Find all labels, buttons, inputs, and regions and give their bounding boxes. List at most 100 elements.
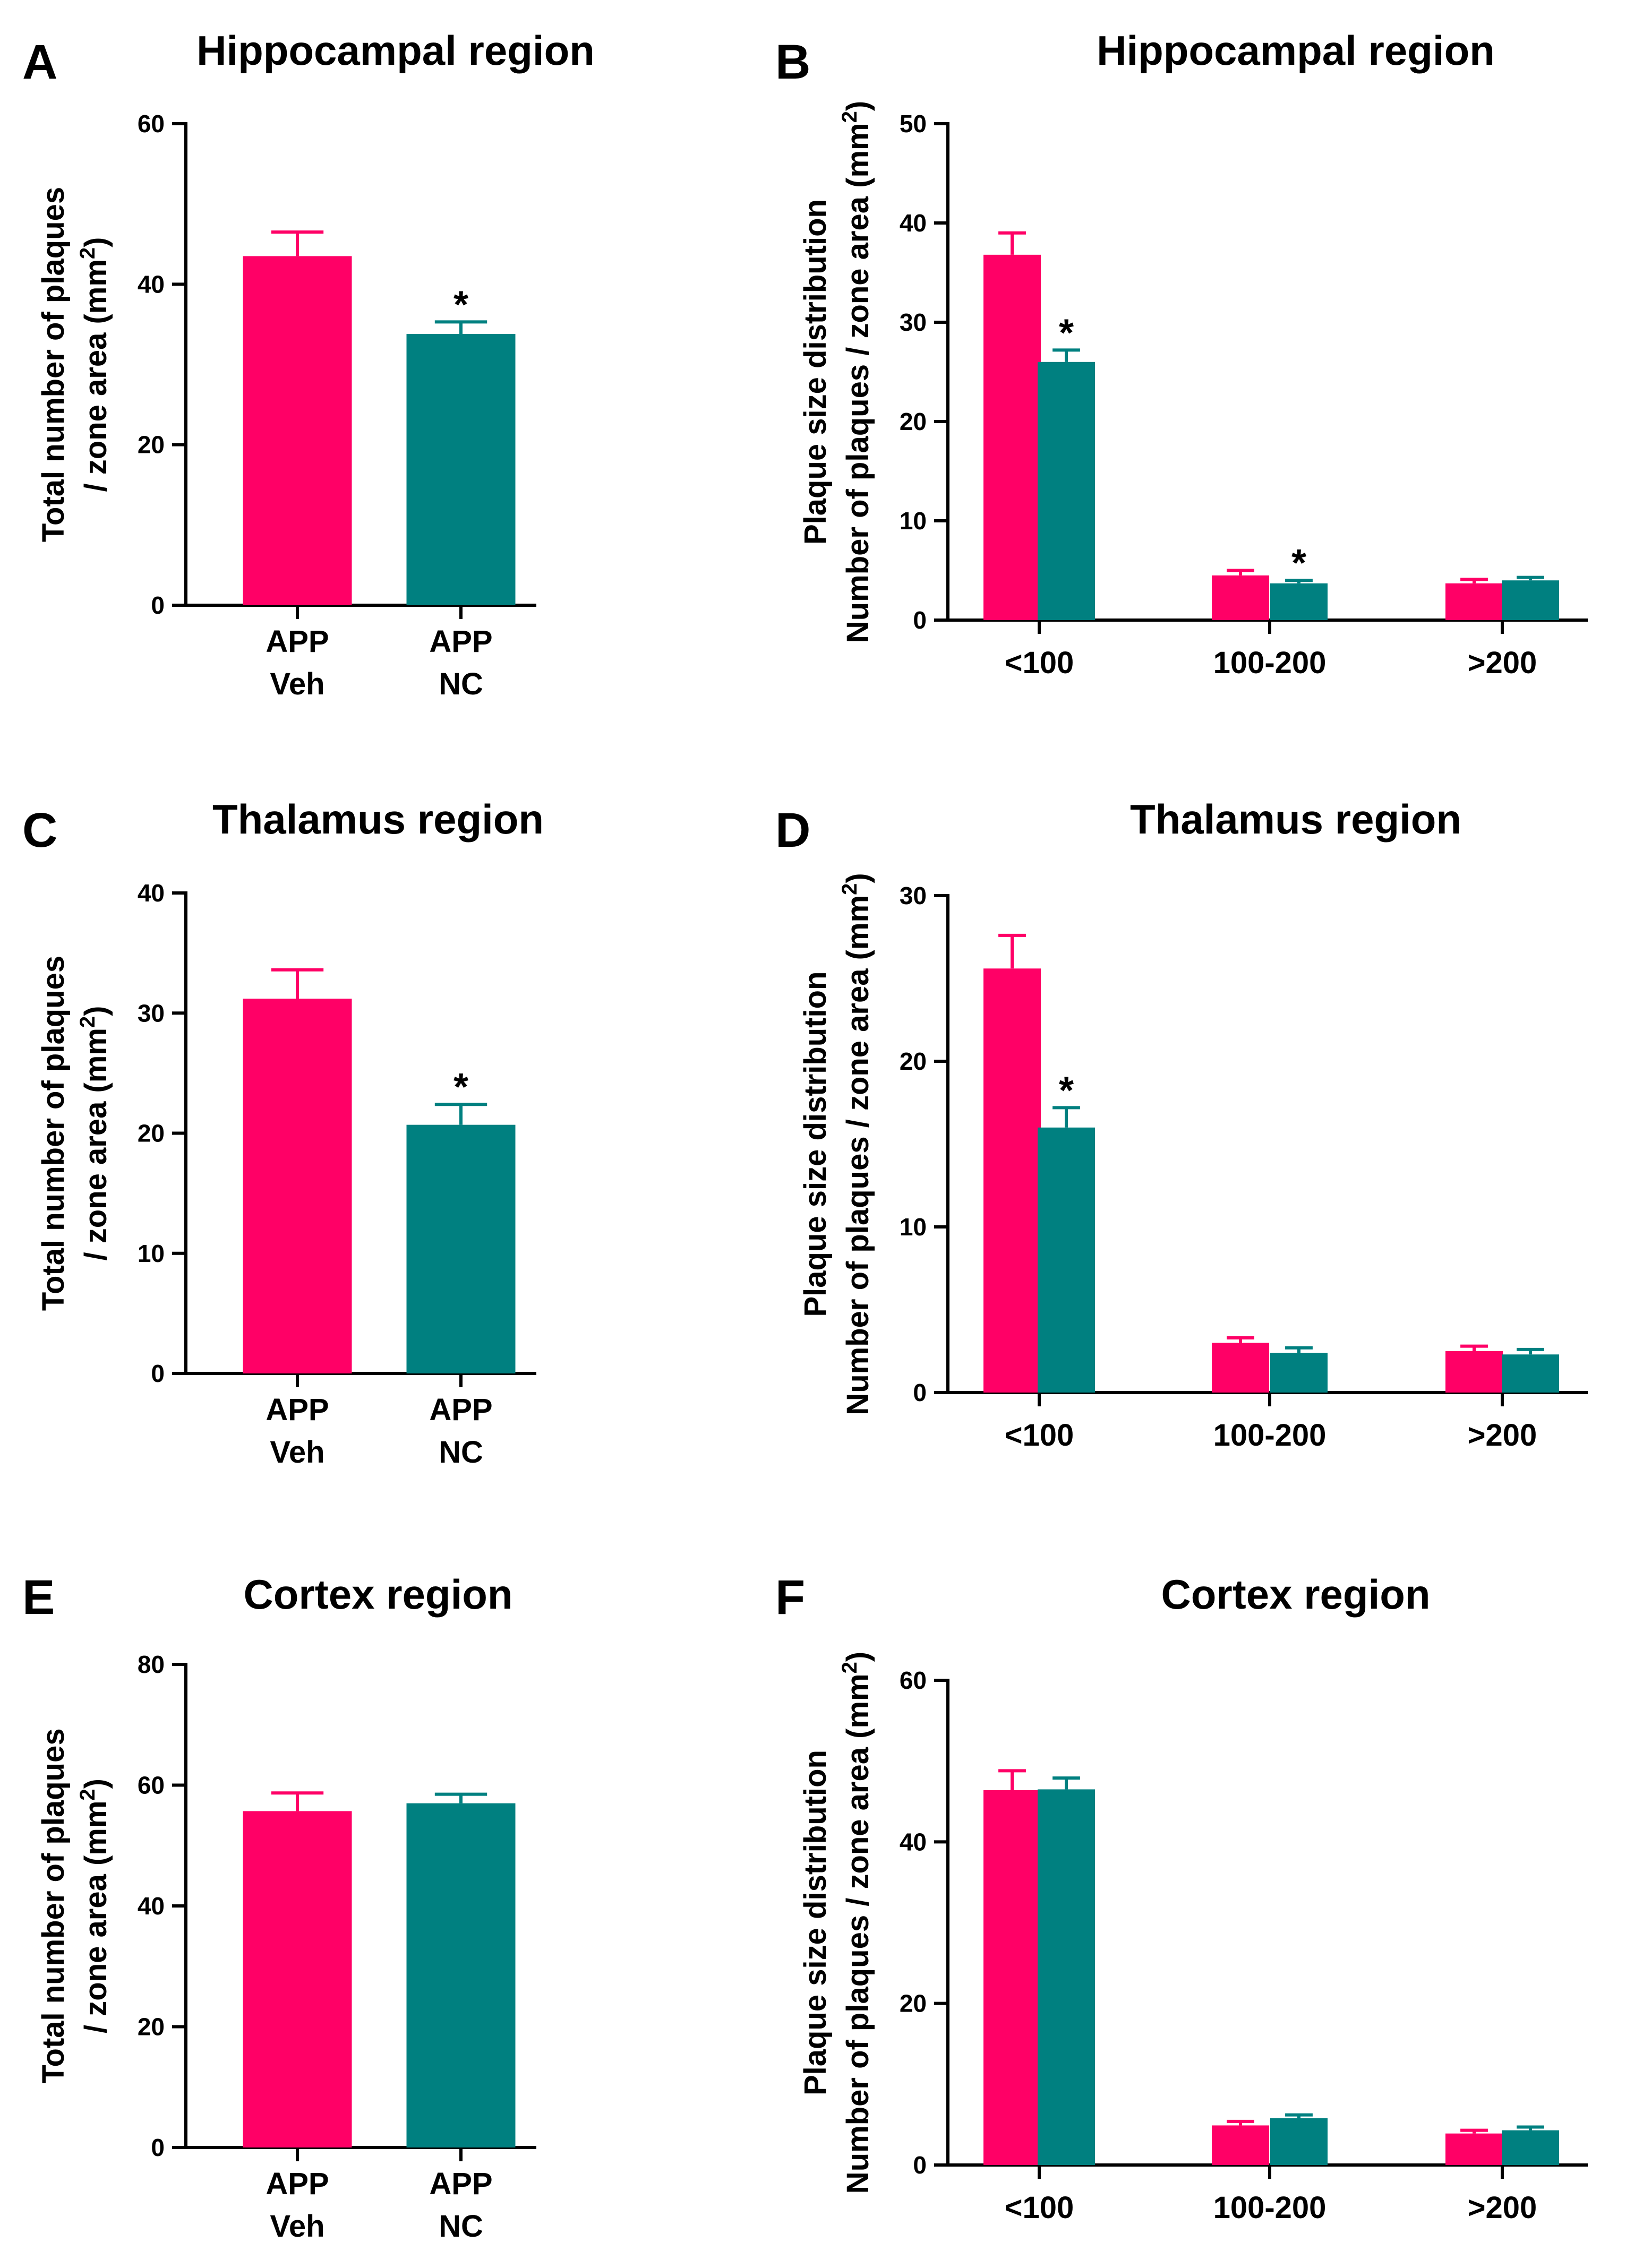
y-tick-label: 30 xyxy=(900,308,927,336)
y-tick-label: 0 xyxy=(151,2134,165,2161)
x-tick-label: Veh xyxy=(270,2209,324,2244)
panel-title: Cortex region xyxy=(1161,1571,1430,1618)
y-tick-label: 10 xyxy=(900,507,927,535)
x-tick-label: APP xyxy=(266,624,329,659)
y-tick-label: 60 xyxy=(138,1772,165,1799)
bar-app-veh xyxy=(243,256,352,605)
bar-app-nc xyxy=(406,1124,516,1373)
x-tick-label: APP xyxy=(266,2167,329,2201)
x-tick-label: >200 xyxy=(1468,646,1537,680)
bar-app-nc xyxy=(1038,1127,1095,1393)
panel-title: Cortex region xyxy=(243,1571,512,1618)
panel-title: Thalamus region xyxy=(212,796,544,843)
bar-app-nc xyxy=(1038,362,1095,620)
x-tick-label: NC xyxy=(439,2209,483,2244)
y-tick-label: 80 xyxy=(138,1651,165,1678)
y-tick-label: 0 xyxy=(151,591,165,619)
bar-app-veh xyxy=(1445,583,1503,620)
panel-letter: A xyxy=(22,35,57,89)
axis-label-part: / zone area (mm xyxy=(79,1801,113,2033)
bar-app-veh xyxy=(1212,575,1269,620)
y-axis-label-line2: / zone area (mm2) xyxy=(76,237,113,492)
bar-app-nc xyxy=(1038,1789,1095,2165)
chart-panel-f: F Cortex region Plaque size distribution Nu… xyxy=(775,1570,1588,2225)
y-axis-label-line1: Plaque size distribution xyxy=(798,1750,833,2095)
y-axis-label-line1: Plaque size distribution xyxy=(798,199,833,545)
y-tick-label: 20 xyxy=(138,1120,165,1147)
y-tick-label: 30 xyxy=(138,999,165,1027)
axis-label-part: Number of plaques / zone area (mm xyxy=(841,1673,875,2194)
chart-panel-d: D Thalamus region Plaque size distribution… xyxy=(775,796,1588,1453)
axis-label-part: 2 xyxy=(76,1016,99,1028)
y-tick-label: 30 xyxy=(900,882,927,909)
x-tick-label: >200 xyxy=(1468,2190,1537,2225)
bar-app-nc xyxy=(406,334,516,605)
bar-app-nc xyxy=(1502,2130,1559,2165)
x-tick-label: 100-200 xyxy=(1213,1418,1327,1453)
x-tick-label: <100 xyxy=(1005,1418,1074,1453)
axis-label-part: 2 xyxy=(76,247,99,259)
y-axis-label-line2: Number of plaques / zone area (mm2) xyxy=(838,873,875,1415)
bar-app-veh xyxy=(983,1790,1041,2165)
y-axis-label-line1: Plaque size distribution xyxy=(798,972,833,1317)
y-tick-label: 0 xyxy=(913,2151,927,2179)
x-tick-label: APP xyxy=(429,624,492,659)
bar-app-veh xyxy=(1445,2133,1503,2165)
x-tick-label: Veh xyxy=(270,1435,324,1470)
x-tick-label: <100 xyxy=(1005,2190,1074,2225)
x-tick-label: 100-200 xyxy=(1213,2190,1327,2225)
x-tick-label: >200 xyxy=(1468,1418,1537,1453)
significance-star: * xyxy=(1059,312,1074,354)
y-tick-label: 40 xyxy=(138,879,165,907)
chart-panel-e: E Cortex region Total number of plaques / z… xyxy=(22,1570,536,2244)
axis-label-part: 2 xyxy=(76,1789,99,1800)
y-tick-label: 0 xyxy=(913,1379,927,1406)
axis-label-part: ) xyxy=(841,1652,875,1662)
axis-label-part: / zone area (mm xyxy=(79,1028,113,1260)
bar-app-veh xyxy=(243,999,352,1373)
axis-label-part: ) xyxy=(79,1779,113,1789)
y-tick-label: 50 xyxy=(900,110,927,138)
y-tick-label: 0 xyxy=(151,1360,165,1387)
bar-app-veh xyxy=(983,968,1041,1393)
axis-label-part: ) xyxy=(79,237,113,247)
y-axis-label-line2: Number of plaques / zone area (mm2) xyxy=(838,101,875,643)
significance-star: * xyxy=(1291,542,1306,585)
axis-label-part: Number of plaques / zone area (mm xyxy=(841,895,875,1415)
y-tick-label: 20 xyxy=(900,1047,927,1075)
y-tick-label: 0 xyxy=(913,606,927,634)
y-axis-label-line1: Total number of plaques xyxy=(36,1728,71,2083)
y-tick-label: 60 xyxy=(900,1666,927,1694)
y-tick-label: 20 xyxy=(900,408,927,435)
y-axis-label-line2: / zone area (mm2) xyxy=(76,1779,113,2033)
panel-letter: F xyxy=(775,1570,805,1625)
bar-app-nc xyxy=(406,1803,516,2147)
x-tick-label: NC xyxy=(439,1435,483,1470)
bar-app-veh xyxy=(1212,2125,1269,2165)
x-tick-label: 100-200 xyxy=(1213,646,1327,680)
axis-label-part: ) xyxy=(841,873,875,883)
chart-panel-a: A Hippocampal region Total number of plaqu… xyxy=(22,27,595,701)
significance-star: * xyxy=(453,284,468,326)
y-tick-label: 20 xyxy=(900,1990,927,2017)
axis-label-part: / zone area (mm xyxy=(79,259,113,492)
y-tick-label: 60 xyxy=(138,110,165,138)
chart-panel-c: C Thalamus region Total number of plaques /… xyxy=(22,796,544,1470)
bar-app-veh xyxy=(983,254,1041,621)
bar-app-nc xyxy=(1502,580,1559,620)
y-tick-label: 10 xyxy=(138,1240,165,1267)
y-axis-label-line1: Total number of plaques xyxy=(36,956,71,1311)
panel-title: Hippocampal region xyxy=(1097,27,1495,74)
bar-app-nc xyxy=(1270,1353,1328,1393)
y-tick-label: 40 xyxy=(138,270,165,298)
bar-app-nc xyxy=(1502,1354,1559,1393)
axis-label-part: ) xyxy=(841,101,875,111)
axis-label-part: ) xyxy=(79,1006,113,1016)
y-axis-label-line2: Number of plaques / zone area (mm2) xyxy=(838,1652,875,2194)
y-tick-label: 40 xyxy=(138,1892,165,1920)
axis-label-part: 2 xyxy=(838,111,861,123)
y-tick-label: 20 xyxy=(138,431,165,459)
y-tick-label: 40 xyxy=(900,1828,927,1855)
panel-letter: B xyxy=(775,35,810,89)
